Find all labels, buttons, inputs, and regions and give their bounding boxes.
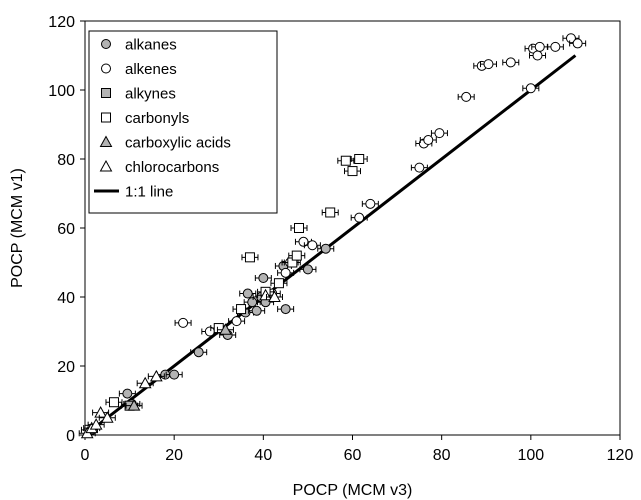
- data-point: [231, 316, 242, 327]
- legend-swatch-alkanes: [101, 39, 111, 49]
- series-carbonyls: [80, 154, 368, 435]
- series-carboxylic-acids: [125, 323, 234, 411]
- data-point: [258, 273, 269, 284]
- data-point: [127, 399, 141, 411]
- legend: alkanes alkenes alkynes carbonyls carboxylic…: [88, 30, 278, 214]
- data-point: [298, 236, 309, 247]
- y-tick-label: 60: [57, 221, 75, 238]
- plot-area: 0 20 40 60 80 100 120 0 20 40 60 80 100 120: [48, 14, 633, 464]
- x-tick-label: 60: [344, 447, 362, 464]
- y-tick-label: 100: [48, 83, 75, 100]
- data-point: [169, 369, 180, 380]
- legend-swatch-chlorocarbons: [99, 159, 113, 172]
- y-tick-label: 80: [57, 152, 75, 169]
- data-point: [414, 162, 425, 173]
- data-point: [565, 33, 576, 44]
- data-points: [78, 33, 587, 439]
- data-point: [534, 41, 545, 52]
- data-point: [108, 397, 119, 408]
- data-point: [291, 250, 302, 261]
- legend-box: [88, 30, 278, 214]
- legend-label-carboxylic-acids: carboxylic acids: [125, 135, 231, 152]
- legend-swatch-alkynes: [101, 88, 111, 98]
- data-point: [572, 38, 583, 49]
- data-point: [122, 388, 133, 399]
- data-point: [483, 59, 494, 70]
- data-point: [354, 212, 365, 223]
- series-chlorocarbons: [78, 288, 283, 439]
- data-point: [242, 288, 253, 299]
- data-point: [178, 317, 189, 328]
- data-point: [280, 267, 291, 278]
- data-point: [251, 305, 262, 316]
- data-point: [532, 50, 543, 61]
- data-point: [365, 198, 376, 209]
- legend-swatch-alkenes: [101, 63, 111, 74]
- legend-label-chlorocarbons: chlorocarbons: [125, 159, 219, 176]
- data-point: [94, 406, 107, 418]
- axis-ticks: [80, 20, 621, 440]
- legend-label-alkenes: alkenes: [125, 61, 177, 78]
- data-point: [423, 135, 434, 146]
- x-tick-label: 40: [254, 447, 272, 464]
- data-point: [320, 243, 331, 254]
- data-point: [325, 207, 336, 218]
- x-tick-label: 120: [607, 447, 634, 464]
- legend-label-1:1-line: 1:1 line: [125, 184, 173, 201]
- data-point: [294, 223, 304, 233]
- data-point: [273, 278, 284, 289]
- data-point: [525, 83, 536, 94]
- data-point: [347, 166, 358, 177]
- data-point: [434, 128, 445, 139]
- y-tick-label: 40: [57, 290, 75, 307]
- y-tick-label: 120: [48, 14, 75, 31]
- data-point: [89, 418, 103, 430]
- data-point: [280, 304, 291, 315]
- data-point: [268, 290, 281, 302]
- data-point: [236, 304, 247, 315]
- data-point: [302, 264, 313, 275]
- data-point: [193, 347, 204, 358]
- x-tick-label: 100: [517, 447, 544, 464]
- data-point: [550, 41, 561, 52]
- y-axis-title: POCP (MCM v1): [9, 168, 26, 288]
- data-point: [461, 91, 472, 102]
- legend-swatch-carboxylic-acids: [99, 135, 113, 147]
- x-tick-label: 0: [81, 447, 90, 464]
- data-point: [247, 297, 258, 308]
- data-point: [100, 411, 114, 423]
- y-tick-label: 20: [57, 359, 75, 376]
- legend-swatch-carbonyls: [101, 112, 111, 123]
- data-point: [149, 369, 163, 382]
- x-tick-label: 80: [433, 447, 451, 464]
- data-point: [307, 240, 318, 251]
- data-point: [244, 252, 255, 263]
- y-tick-label: 0: [66, 428, 75, 445]
- legend-label-alkynes: alkynes: [125, 86, 176, 103]
- legend-label-carbonyls: carbonyls: [125, 110, 189, 127]
- legend-label-alkanes: alkanes: [125, 37, 177, 54]
- axis-tick-labels: 0 20 40 60 80 100 120 0 20 40 60 80 100 120: [48, 14, 633, 464]
- data-point: [340, 155, 351, 166]
- x-tick-label: 20: [165, 447, 183, 464]
- data-point: [354, 154, 365, 164]
- data-point: [219, 323, 232, 335]
- data-point: [138, 376, 152, 389]
- data-point: [505, 57, 516, 68]
- x-axis-title: POCP (MCM v3): [293, 482, 413, 499]
